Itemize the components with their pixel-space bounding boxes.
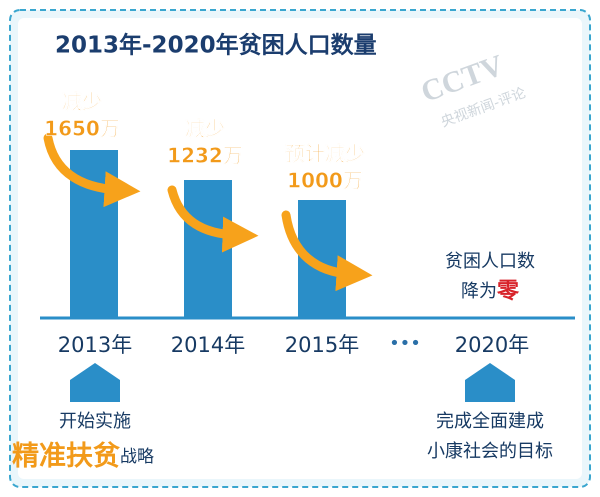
note: 1650万 (44, 117, 120, 141)
final-note: 降为零 (461, 279, 520, 304)
arrow (167, 185, 259, 253)
title: 2013年-2020年贫困人口数量 (55, 32, 377, 59)
pointer (70, 363, 120, 402)
note: 减少 (185, 117, 225, 141)
year-label: 2013年 (58, 333, 132, 357)
start-suffix: 战略 (120, 447, 154, 467)
arrow (281, 210, 373, 292)
arrow (43, 133, 141, 208)
final-highlight: 零 (496, 279, 520, 304)
note: 减少 (62, 90, 102, 114)
year-label: 2015年 (285, 333, 359, 357)
bar (184, 180, 232, 318)
note: 1000万 (287, 169, 363, 193)
final-note: 降为 (461, 281, 497, 302)
goal-text: 完成全面建成 (436, 411, 544, 432)
note: 预计减少 (285, 142, 365, 166)
year-label: 2014年 (171, 333, 245, 357)
start-highlight: 精准扶贫 (12, 440, 120, 472)
start-text: 开始实施 (59, 411, 131, 432)
final-note: 贫困人口数 (445, 251, 535, 272)
year-label: 2020年 (455, 333, 529, 357)
start-strategy: 精准扶贫战略 (12, 440, 154, 472)
ellipsis: ••• (389, 333, 421, 354)
pointer (465, 363, 515, 402)
goal-text: 小康社会的目标 (427, 441, 553, 462)
note: 1232万 (167, 144, 243, 168)
